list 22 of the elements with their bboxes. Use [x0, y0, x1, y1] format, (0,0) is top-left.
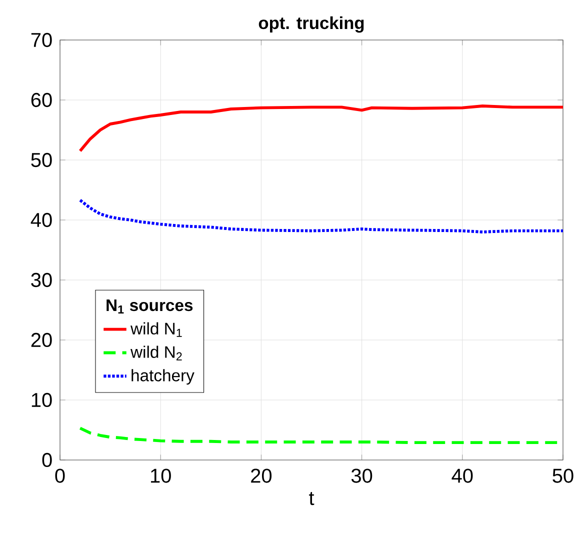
legend-label: hatchery: [132, 369, 194, 385]
x-tick-label: 20: [251, 468, 272, 483]
line-series: [78, 104, 563, 152]
x-tick-label: 50: [552, 468, 574, 483]
chart-title: opt. trucking: [258, 16, 364, 33]
legend-title: N$_{1}$ sources: [106, 300, 193, 314]
x-tick-label: 30: [351, 468, 372, 483]
y-tick-label: 30: [31, 272, 52, 288]
x-tick-label: 0: [55, 468, 65, 483]
y-tick-label: 0: [42, 452, 52, 468]
line-series: [78, 198, 563, 234]
x-tick-label: 10: [151, 468, 171, 483]
x-tick-label: 40: [452, 468, 473, 483]
y-tick-label: 50: [31, 152, 52, 168]
x-axis-title: t: [309, 492, 314, 506]
legend-label: wild N$_{1}$: [130, 322, 182, 337]
legend-label: wild N$_{2}$: [130, 346, 182, 360]
y-tick-label: 60: [31, 92, 52, 108]
y-tick-label: 20: [31, 332, 52, 348]
y-tick-label: 10: [32, 392, 52, 408]
y-tick-label: 40: [30, 212, 52, 228]
y-tick-label: 70: [31, 32, 52, 48]
